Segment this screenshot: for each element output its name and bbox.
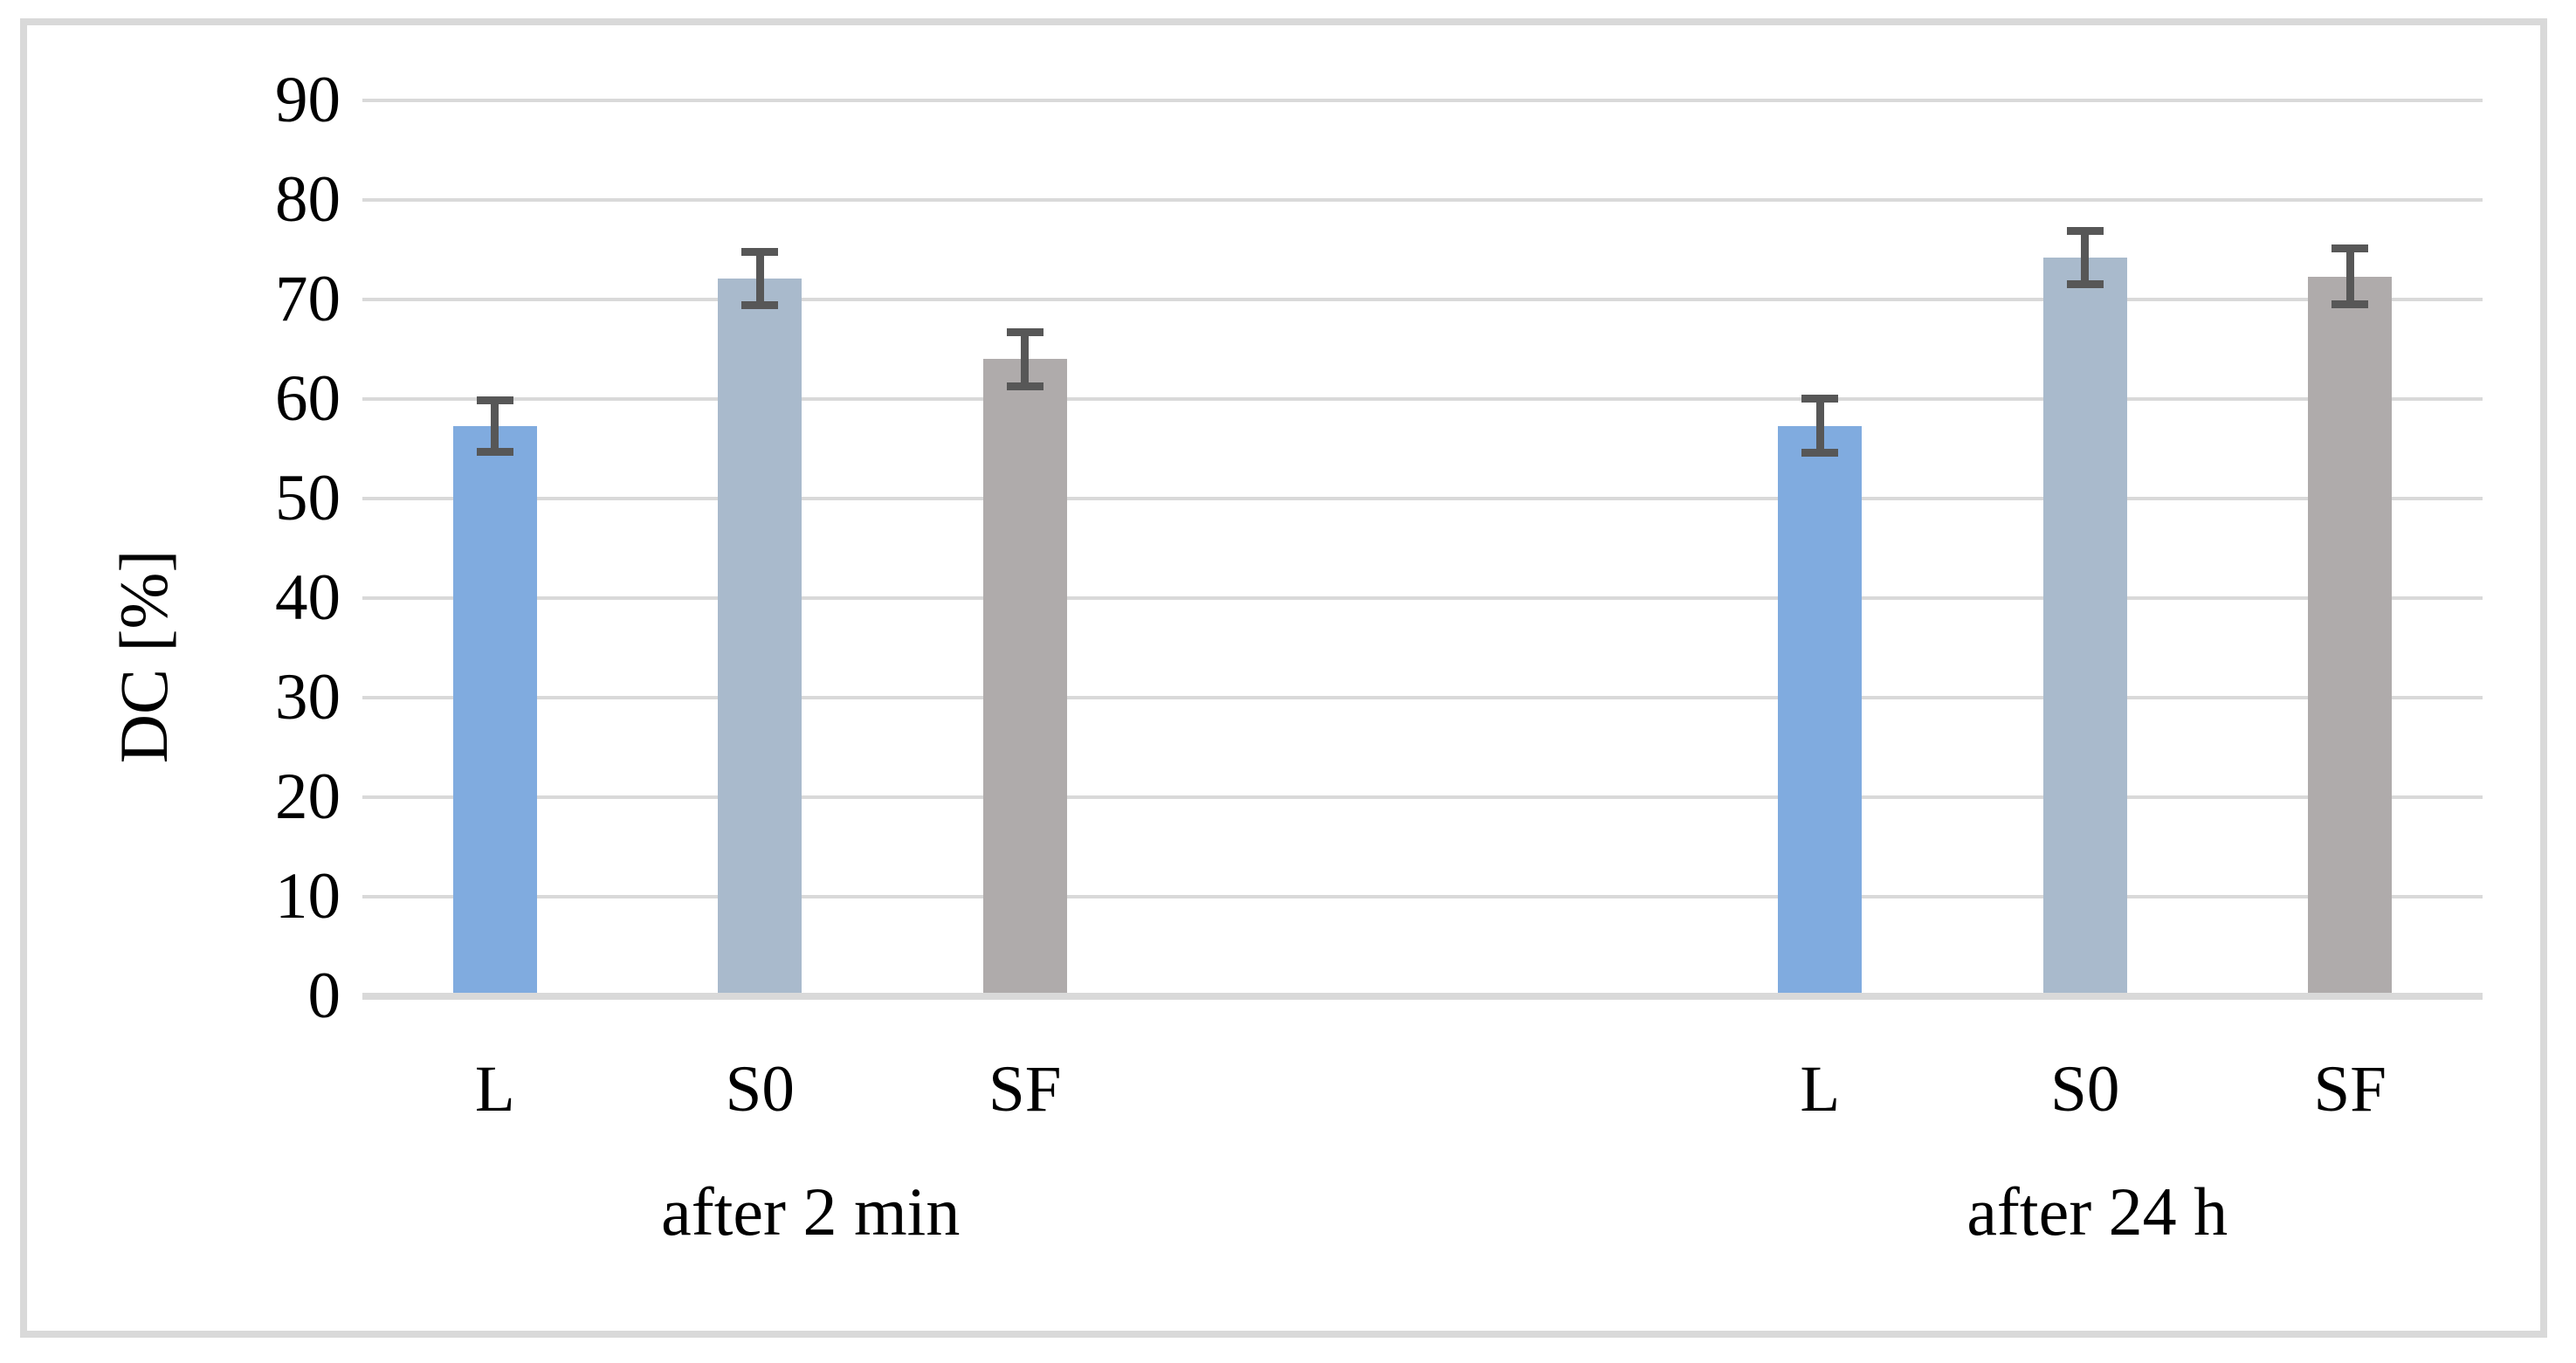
error-bar-SF-group1	[1006, 328, 1043, 390]
y-tick-label-20: 20	[275, 761, 341, 833]
error-bar-stem	[755, 247, 764, 310]
y-tick-label-80: 80	[275, 163, 341, 236]
x-category-label-SF-group2: SF	[2313, 1053, 2387, 1126]
error-bar-SF-group2	[2331, 244, 2369, 309]
error-bar-stem	[1021, 328, 1030, 390]
y-tick-label-0: 0	[307, 960, 341, 1032]
error-bar-S0-group2	[2066, 226, 2104, 289]
error-bar-stem	[1815, 395, 1824, 458]
gridline-30	[362, 696, 2483, 699]
gridline-70	[362, 298, 2483, 301]
bar-S0-group1	[718, 279, 802, 996]
error-bar-L-group2	[1801, 395, 1839, 458]
bar-SF-group1	[982, 359, 1067, 996]
gridline-60	[362, 397, 2483, 401]
figure-border	[20, 18, 2547, 1338]
bar-S0-group2	[2042, 258, 2127, 996]
gridline-40	[362, 596, 2483, 600]
y-tick-label-50: 50	[275, 462, 341, 534]
y-tick-label-90: 90	[275, 64, 341, 136]
y-tick-label-60: 60	[275, 362, 341, 435]
x-category-label-L-group1: L	[474, 1053, 515, 1126]
error-bar-L-group1	[476, 396, 513, 456]
gridline-20	[362, 795, 2483, 799]
y-tick-label-30: 30	[275, 661, 341, 733]
y-tick-label-10: 10	[275, 860, 341, 933]
y-tick-label-70: 70	[275, 263, 341, 335]
x-category-label-SF-group1: SF	[988, 1053, 1062, 1126]
error-bar-S0-group1	[741, 247, 779, 310]
x-category-label-S0-group2: S0	[2050, 1053, 2120, 1126]
x-axis-line	[362, 993, 2483, 1000]
bar-L-group1	[452, 425, 537, 996]
gridline-10	[362, 895, 2483, 898]
gridline-50	[362, 497, 2483, 500]
error-bar-stem	[491, 396, 499, 456]
x-category-label-L-group2: L	[1800, 1053, 1841, 1126]
x-group-label-2: after 24 h	[1966, 1174, 2228, 1249]
gridline-90	[362, 99, 2483, 102]
y-tick-label-40: 40	[275, 561, 341, 634]
x-group-label-1: after 2 min	[661, 1174, 961, 1249]
bar-SF-group2	[2308, 276, 2393, 996]
x-category-label-S0-group1: S0	[725, 1053, 795, 1126]
error-bar-stem	[2081, 226, 2090, 289]
bar-L-group2	[1778, 425, 1863, 996]
gridline-80	[362, 198, 2483, 202]
error-bar-stem	[2345, 244, 2354, 309]
